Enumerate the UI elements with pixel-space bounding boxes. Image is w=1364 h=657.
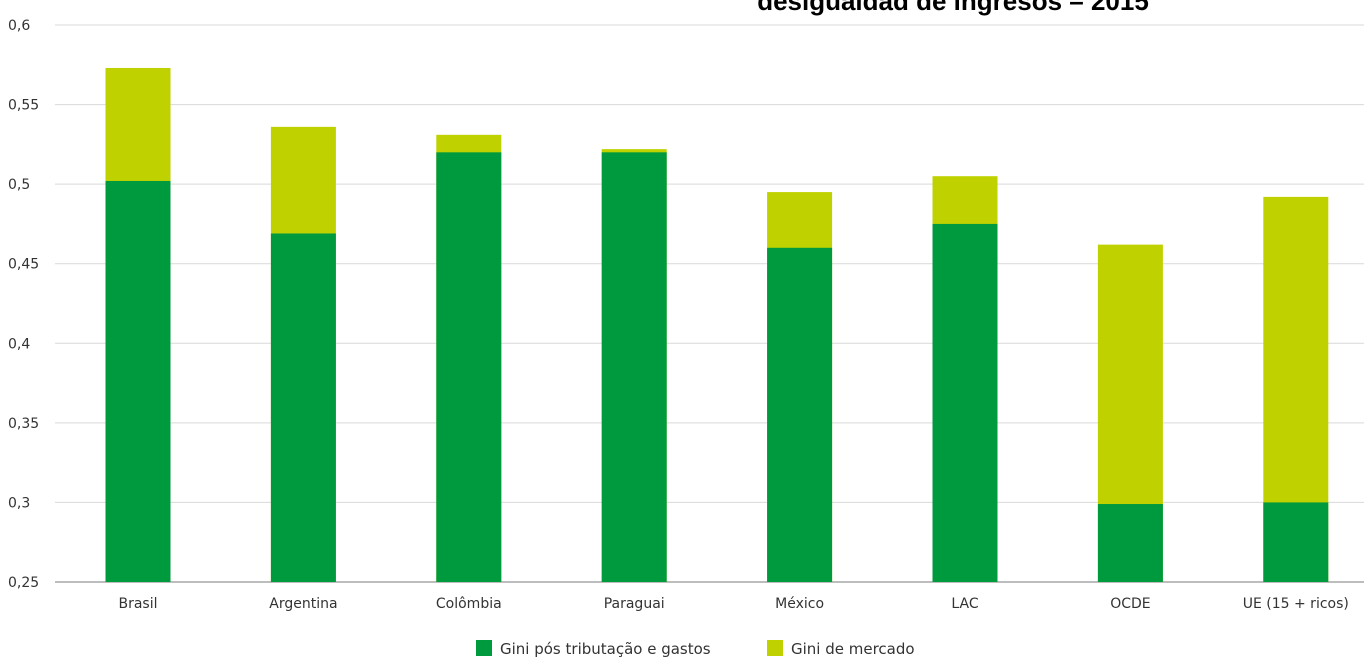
bars [105,67,1329,583]
x-category-label: LAC [951,596,978,612]
x-category-label: Brasil [118,596,157,612]
x-category-label: Colômbia [436,596,502,612]
bar-gini-pos-tributacao [932,223,998,582]
bar-gini-pos-tributacao [270,233,336,582]
bar-gini-pos-tributacao [767,247,833,583]
legend: Gini pós tributação e gastos Gini de merc… [476,640,915,657]
bar-gini-pos-tributacao [105,180,171,582]
y-tick-label: 0,45 [8,257,39,273]
y-tick-label: 0,4 [8,336,30,352]
y-tick-label: 0,35 [8,416,39,432]
legend-label: Gini de mercado [791,640,915,657]
x-axis-category-labels: Brasil Argentina Colômbia Paraguai México LAC… [118,596,1348,612]
bar-gini-pos-tributacao [436,152,502,583]
bar-gini-pos-tributacao [601,152,667,583]
legend-swatch [476,640,492,656]
y-tick-label: 0,3 [8,495,30,511]
x-category-label: Paraguai [604,596,665,612]
bar-gini-pos-tributacao [1097,504,1163,582]
gridlines [55,24,1364,583]
x-category-label: México [775,596,824,612]
y-tick-label: 0,5 [8,177,30,193]
y-tick-label: 0,6 [8,18,30,34]
legend-swatch [767,640,783,656]
y-tick-label: 0,25 [8,575,39,591]
chart-title: desigualdad de ingresos – 2015 [757,0,1149,16]
y-axis-tick-labels: 0,25 0,3 0,35 0,4 0,45 0,5 0,55 0,6 [8,18,39,591]
x-category-label: UE (15 + ricos) [1243,596,1349,612]
legend-label: Gini pós tributação e gastos [500,640,711,657]
x-category-label: OCDE [1110,596,1150,612]
bar-gini-pos-tributacao [1263,502,1329,582]
x-category-label: Argentina [269,596,337,612]
y-tick-label: 0,55 [8,98,39,114]
